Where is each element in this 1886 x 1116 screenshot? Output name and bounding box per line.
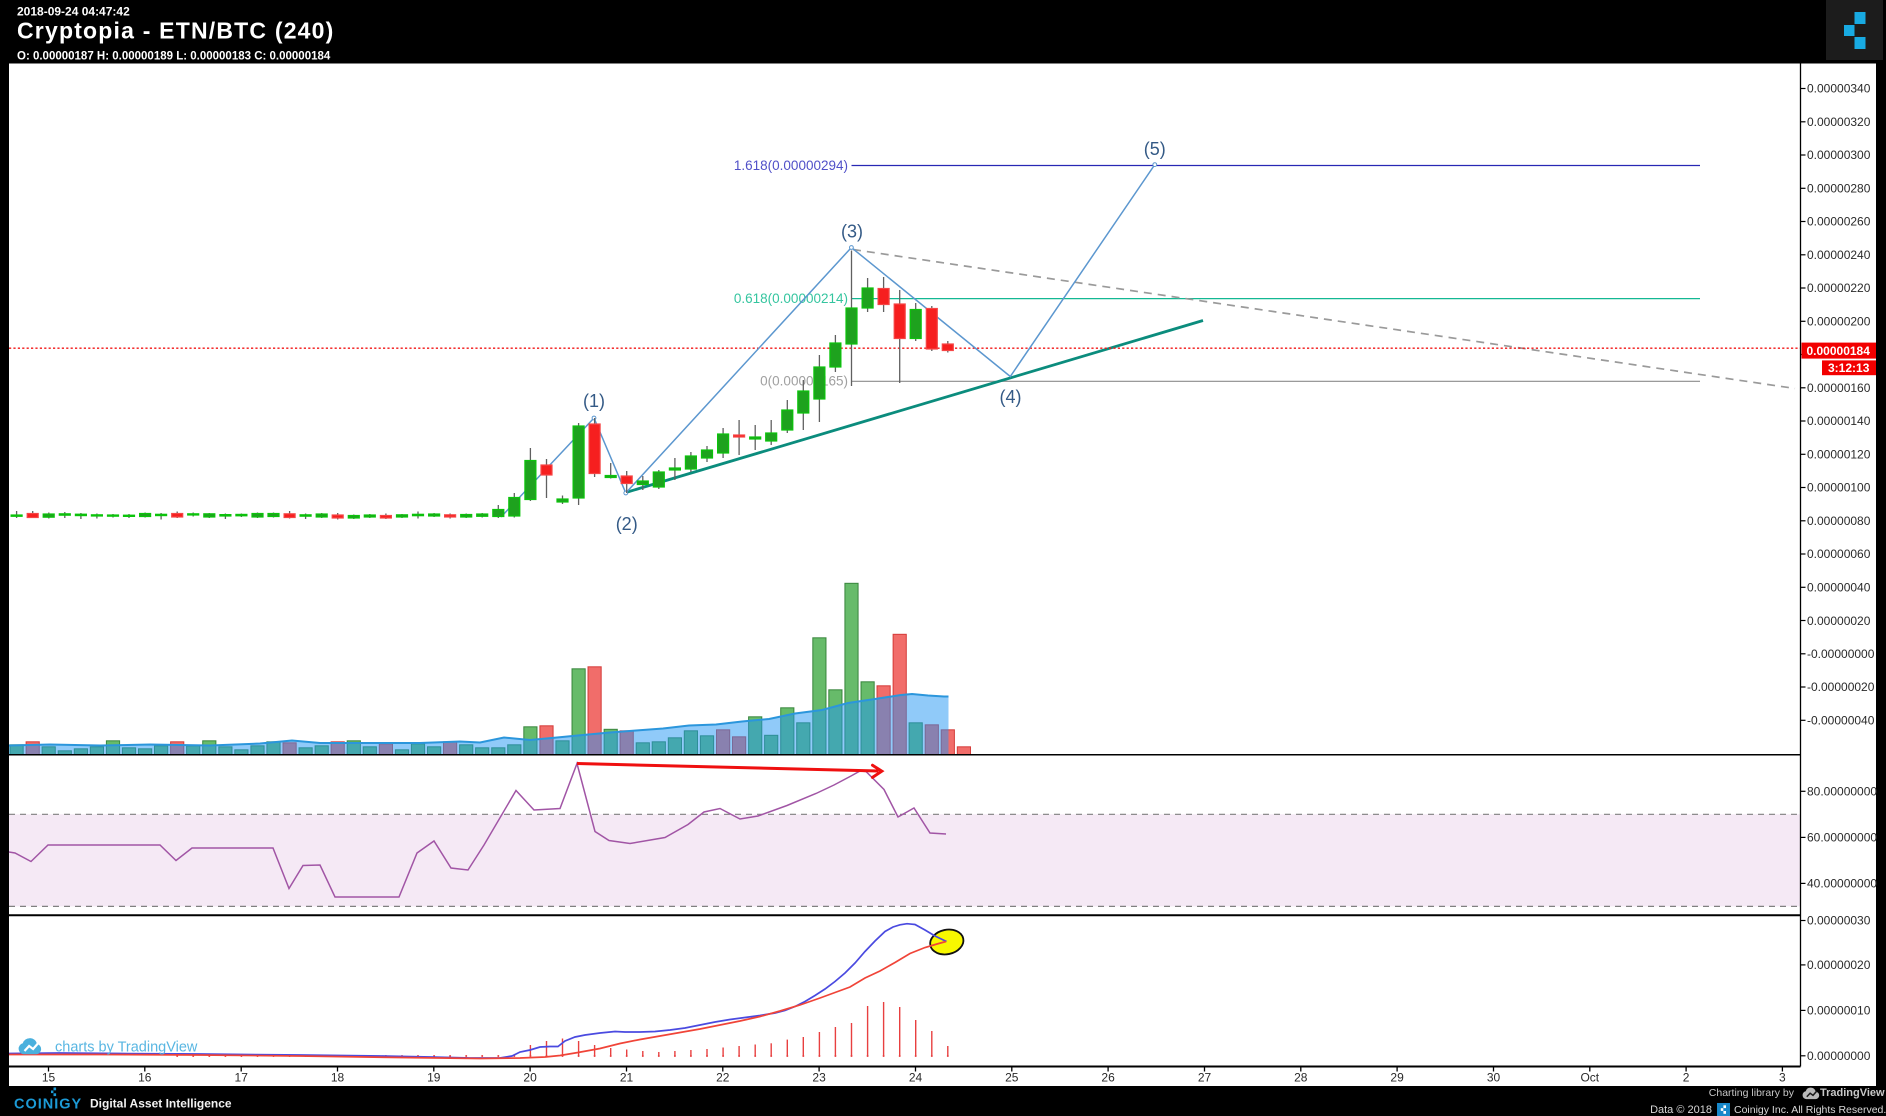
svg-text:23: 23 <box>812 1071 826 1085</box>
svg-text:18: 18 <box>331 1071 345 1085</box>
svg-text:(3): (3) <box>841 222 863 242</box>
svg-text:0.00000020: 0.00000020 <box>1807 958 1871 972</box>
svg-text:charts by TradingView: charts by TradingView <box>55 1040 198 1056</box>
svg-text:Data © 2018: Data © 2018 <box>1650 1104 1712 1116</box>
svg-text:0.00000010: 0.00000010 <box>1807 1004 1871 1018</box>
svg-text:0.00000220: 0.00000220 <box>1807 281 1871 295</box>
svg-text:Cryptopia - ETN/BTC (240): Cryptopia - ETN/BTC (240) <box>17 18 335 44</box>
svg-text:Oct: Oct <box>1580 1071 1599 1085</box>
svg-text:24: 24 <box>909 1071 923 1085</box>
svg-text:25: 25 <box>1005 1071 1019 1085</box>
svg-text:22: 22 <box>716 1071 730 1085</box>
svg-text:40.00000000: 40.00000000 <box>1807 877 1877 891</box>
svg-text:Charting library by: Charting library by <box>1709 1087 1795 1099</box>
svg-text:28: 28 <box>1294 1071 1308 1085</box>
svg-text:2018-09-24 04:47:42: 2018-09-24 04:47:42 <box>17 5 130 19</box>
svg-text:30: 30 <box>1487 1071 1501 1085</box>
svg-text:21: 21 <box>620 1071 634 1085</box>
svg-text:15: 15 <box>42 1071 56 1085</box>
svg-text:(4): (4) <box>1000 387 1022 407</box>
svg-text:0.00000260: 0.00000260 <box>1807 215 1871 229</box>
svg-text:0.00000320: 0.00000320 <box>1807 115 1871 129</box>
svg-text:O: 0.00000187 H: 0.00000189 L:: O: 0.00000187 H: 0.00000189 L: 0.0000018… <box>17 51 331 63</box>
svg-text:0.00000080: 0.00000080 <box>1807 514 1871 528</box>
svg-text:0.00000280: 0.00000280 <box>1807 182 1871 196</box>
svg-text:0.00000100: 0.00000100 <box>1807 481 1871 495</box>
svg-text:1.618(0.00000294): 1.618(0.00000294) <box>734 158 848 173</box>
svg-text:-0.00000000: -0.00000000 <box>1807 647 1875 661</box>
svg-text:Coinigy Inc. All Rights Reserv: Coinigy Inc. All Rights Reserved. <box>1734 1104 1886 1116</box>
svg-text:60.00000000: 60.00000000 <box>1807 831 1877 845</box>
svg-text:29: 29 <box>1390 1071 1404 1085</box>
svg-text:(5): (5) <box>1144 139 1166 159</box>
svg-text:0.00000040: 0.00000040 <box>1807 581 1871 595</box>
svg-text:TradingView: TradingView <box>1820 1087 1885 1099</box>
svg-text:26: 26 <box>1101 1071 1115 1085</box>
svg-text:3: 3 <box>1779 1071 1786 1085</box>
svg-text:0(0.00000165): 0(0.00000165) <box>760 374 848 389</box>
svg-text:2: 2 <box>1683 1071 1690 1085</box>
svg-text:80.00000000: 80.00000000 <box>1807 785 1877 799</box>
svg-text:-0.00000040: -0.00000040 <box>1807 714 1875 728</box>
svg-text:19: 19 <box>427 1071 441 1085</box>
svg-text:3:12:13: 3:12:13 <box>1828 361 1870 375</box>
svg-text:0.00000140: 0.00000140 <box>1807 414 1871 428</box>
svg-text:20: 20 <box>523 1071 537 1085</box>
svg-text:Digital Asset Intelligence: Digital Asset Intelligence <box>90 1097 232 1111</box>
svg-text:-0.00000020: -0.00000020 <box>1807 680 1875 694</box>
svg-text:(2): (2) <box>616 514 638 534</box>
svg-text:(1): (1) <box>583 391 605 411</box>
svg-text:0.00000020: 0.00000020 <box>1807 614 1871 628</box>
svg-text:0.00000200: 0.00000200 <box>1807 315 1871 329</box>
svg-text:0.618(0.00000214): 0.618(0.00000214) <box>734 291 848 306</box>
svg-text:0.00000300: 0.00000300 <box>1807 148 1871 162</box>
svg-text:0.00000060: 0.00000060 <box>1807 547 1871 561</box>
svg-text:27: 27 <box>1198 1071 1212 1085</box>
svg-text:0.00000030: 0.00000030 <box>1807 914 1871 928</box>
svg-text:16: 16 <box>138 1071 152 1085</box>
svg-text:COINIGY: COINIGY <box>14 1097 82 1113</box>
svg-text:17: 17 <box>235 1071 249 1085</box>
svg-text:0.00000184: 0.00000184 <box>1807 344 1871 358</box>
svg-text:0.00000160: 0.00000160 <box>1807 381 1871 395</box>
svg-text:0.00000240: 0.00000240 <box>1807 248 1871 262</box>
svg-text:0.00000340: 0.00000340 <box>1807 82 1871 96</box>
svg-text:0.00000120: 0.00000120 <box>1807 448 1871 462</box>
svg-text:0.00000000: 0.00000000 <box>1807 1049 1871 1063</box>
